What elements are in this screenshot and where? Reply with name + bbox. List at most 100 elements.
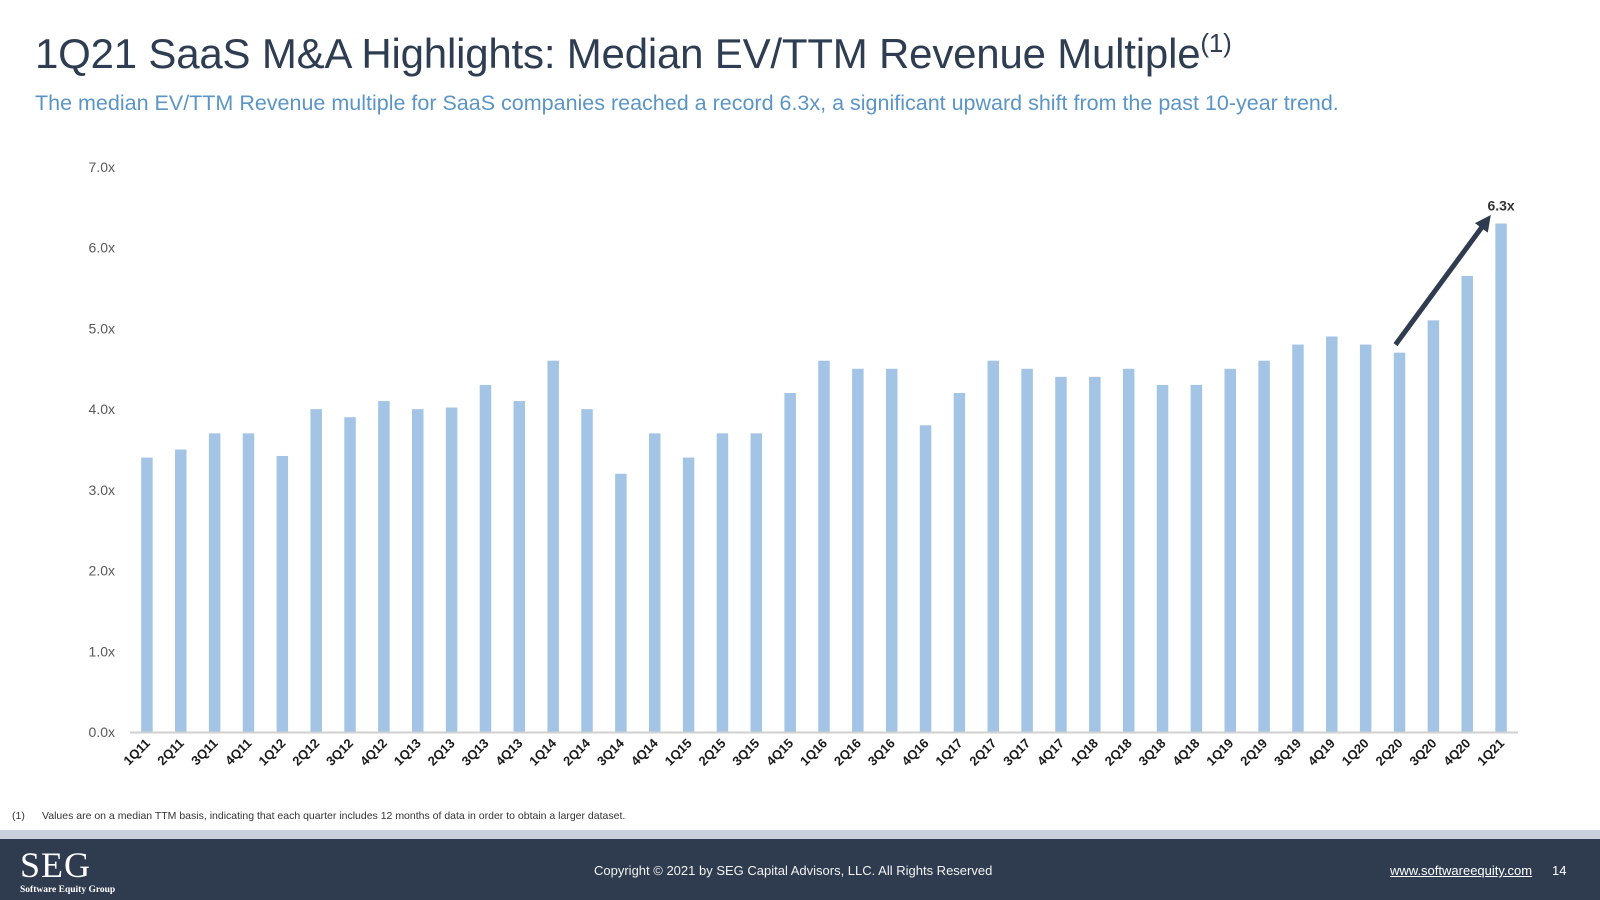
title-footnote-marker: (1) <box>1200 28 1232 58</box>
bar-3Q13 <box>479 384 492 732</box>
x-tick-label: 1Q15 <box>662 736 695 769</box>
x-tick-label: 2Q17 <box>966 736 999 769</box>
bar-2Q17 <box>987 360 1000 732</box>
bar-4Q14 <box>648 433 661 732</box>
bar-3Q17 <box>1021 368 1033 732</box>
x-tick-label: 3Q13 <box>458 736 491 769</box>
page-subtitle: The median EV/TTM Revenue multiple for S… <box>35 91 1339 115</box>
logo-wordmark: SEG <box>20 845 92 885</box>
bar-2Q12 <box>310 409 322 732</box>
footnote-text: Values are on a median TTM basis, indica… <box>42 810 626 822</box>
x-tick-label: 4Q20 <box>1440 736 1473 769</box>
bar-3Q20 <box>1427 320 1440 732</box>
x-tick-label: 1Q14 <box>526 735 560 769</box>
y-tick-label: 7.0x <box>89 159 115 175</box>
x-tick-label: 1Q13 <box>391 736 424 769</box>
x-tick-label: 2Q12 <box>289 736 322 769</box>
x-tick-label: 4Q17 <box>1034 736 1067 769</box>
bar-2Q16 <box>852 368 864 732</box>
x-tick-label: 3Q11 <box>188 736 221 769</box>
footnote: (1) Values are on a median TTM basis, ind… <box>12 810 625 822</box>
bar-3Q12 <box>344 417 356 732</box>
x-tick-label: 2Q19 <box>1237 736 1270 769</box>
x-tick-label: 3Q12 <box>323 736 356 769</box>
x-tick-label: 3Q14 <box>594 735 628 769</box>
y-tick-label: 2.0x <box>89 563 115 579</box>
bar-3Q19 <box>1292 344 1304 732</box>
x-tick-label: 3Q16 <box>865 736 898 769</box>
x-tick-label: 1Q12 <box>255 736 288 769</box>
bar-4Q19 <box>1326 336 1338 732</box>
footer-divider <box>0 830 1600 839</box>
title-text: 1Q21 SaaS M&A Highlights: Median EV/TTM … <box>35 30 1201 77</box>
seg-logo: SEG Software Equity Group <box>20 847 115 895</box>
bar-2Q18 <box>1122 368 1135 732</box>
website-link[interactable]: www.softwareequity.com <box>1390 863 1533 878</box>
y-tick-label: 0.0x <box>89 724 115 740</box>
copyright-text: Copyright © 2021 by SEG Capital Advisors… <box>594 863 993 878</box>
bar-3Q18 <box>1156 384 1169 732</box>
bar-4Q17 <box>1055 376 1067 732</box>
x-tick-label: 4Q13 <box>492 736 525 769</box>
bar-4Q15 <box>784 393 796 732</box>
y-tick-label: 1.0x <box>89 643 115 659</box>
bar-1Q13 <box>412 409 424 732</box>
bar-3Q16 <box>885 368 898 732</box>
bar-2Q14 <box>581 409 593 732</box>
bar-1Q17 <box>953 393 966 732</box>
x-tick-label: 2Q20 <box>1373 736 1406 769</box>
x-tick-label: 4Q14 <box>628 735 662 769</box>
x-tick-label: 2Q14 <box>560 735 594 769</box>
x-tick-label: 2Q11 <box>154 736 187 769</box>
x-tick-label: 4Q15 <box>763 736 796 769</box>
page-title: 1Q21 SaaS M&A Highlights: Median EV/TTM … <box>35 30 1232 78</box>
bar-2Q20 <box>1393 352 1406 732</box>
y-tick-label: 5.0x <box>89 320 115 336</box>
x-tick-label: 1Q21 <box>1474 736 1507 769</box>
logo-tagline: Software Equity Group <box>20 885 116 895</box>
x-tick-label: 1Q19 <box>1203 736 1236 769</box>
data-label-1Q21: 6.3x <box>1487 198 1514 214</box>
bar-2Q11 <box>175 449 187 732</box>
bar-1Q16 <box>818 360 830 732</box>
bar-4Q20 <box>1461 275 1473 732</box>
bar-3Q14 <box>615 473 627 732</box>
x-tick-label: 1Q20 <box>1339 736 1372 769</box>
bar-chart: 0.0x1.0x2.0x3.0x4.0x5.0x6.0x7.0x 1Q11 2Q1… <box>89 159 1518 769</box>
bar-4Q11 <box>242 433 255 732</box>
x-tick-label: 3Q15 <box>729 736 762 769</box>
bar-4Q16 <box>919 425 932 732</box>
x-tick-label: 3Q17 <box>1000 736 1033 769</box>
x-tick-label: 3Q19 <box>1271 736 1304 769</box>
x-tick-label: 4Q18 <box>1169 736 1202 769</box>
bar-4Q12 <box>378 401 390 732</box>
x-tick-label: 3Q20 <box>1406 736 1439 769</box>
x-tick-label: 4Q16 <box>899 736 932 769</box>
footnote-number: (1) <box>12 810 25 822</box>
x-tick-label: 2Q18 <box>1102 736 1135 769</box>
x-tick-label: 4Q12 <box>357 736 390 769</box>
bar-2Q15 <box>716 433 729 732</box>
x-tick-label: 1Q16 <box>797 736 830 769</box>
y-tick-label: 4.0x <box>89 401 115 417</box>
y-tick-label: 3.0x <box>89 482 115 498</box>
bar-1Q12 <box>276 455 289 732</box>
bar-1Q21 <box>1495 223 1507 732</box>
bar-4Q18 <box>1190 384 1203 732</box>
x-tick-label: 1Q17 <box>932 736 965 769</box>
bar-1Q20 <box>1359 344 1372 732</box>
bar-2Q13 <box>445 407 458 732</box>
bar-series <box>141 223 1507 732</box>
x-tick-label: 2Q13 <box>425 736 458 769</box>
bar-1Q18 <box>1089 376 1101 732</box>
bar-2Q19 <box>1258 360 1270 732</box>
page-number: 14 <box>1552 863 1567 878</box>
x-axis: 1Q11 2Q11 3Q11 4Q11 1Q12 2Q12 3Q12 4Q12 1Q13 2Q13… <box>120 731 1518 769</box>
growth-arrow <box>1393 215 1491 347</box>
bar-3Q11 <box>208 433 221 732</box>
y-axis: 0.0x 1.0x 2.0x 3.0x 4.0x 5.0x 6.0x 7.0x <box>89 159 115 740</box>
x-tick-label: 3Q18 <box>1136 736 1169 769</box>
bar-3Q15 <box>750 433 763 732</box>
bar-1Q11 <box>141 457 153 732</box>
growth-annotation: 6.3x <box>1393 198 1515 347</box>
